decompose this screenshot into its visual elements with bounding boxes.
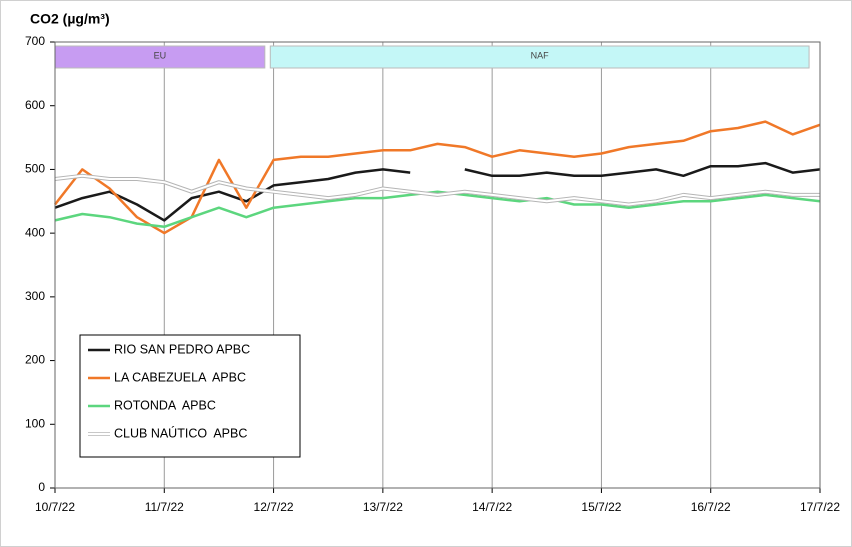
y-tick-label: 700 [25, 34, 45, 48]
y-tick-label: 300 [25, 289, 45, 303]
series-line [54, 174, 820, 206]
series-line [54, 190, 821, 229]
x-tick-label: 15/7/22 [581, 500, 621, 514]
series-line [54, 120, 821, 235]
period-band [269, 45, 810, 69]
period-label: NAF [531, 50, 550, 60]
plot-frame [54, 41, 821, 489]
legend-label: CLUB NAÚTICO APBC [114, 425, 247, 440]
y-tick-label: 200 [25, 353, 45, 367]
legend-label: LA CABEZUELA APBC [114, 370, 246, 384]
x-tick-label: 14/7/22 [472, 500, 512, 514]
legend-label: ROTONDA APBC [114, 398, 216, 412]
y-tick-label: 0 [38, 480, 45, 494]
y-tick-label: 500 [25, 162, 45, 176]
x-tick-label: 11/7/22 [145, 500, 184, 514]
legend-label: RIO SAN PEDRO APBC [114, 342, 250, 356]
x-tick-label: 16/7/22 [691, 500, 731, 514]
y-tick-label: 400 [25, 225, 45, 239]
period-label: EU [154, 50, 167, 60]
chart-title: CO2 (µg/m³) [30, 11, 110, 27]
y-tick-label: 600 [25, 98, 45, 112]
legend-box [79, 334, 301, 458]
x-tick-label: 17/7/22 [800, 500, 840, 514]
x-tick-label: 12/7/22 [254, 500, 294, 514]
x-tick-label: 10/7/22 [35, 500, 75, 514]
x-tick-label: 13/7/22 [363, 500, 403, 514]
y-tick-label: 100 [25, 416, 45, 430]
